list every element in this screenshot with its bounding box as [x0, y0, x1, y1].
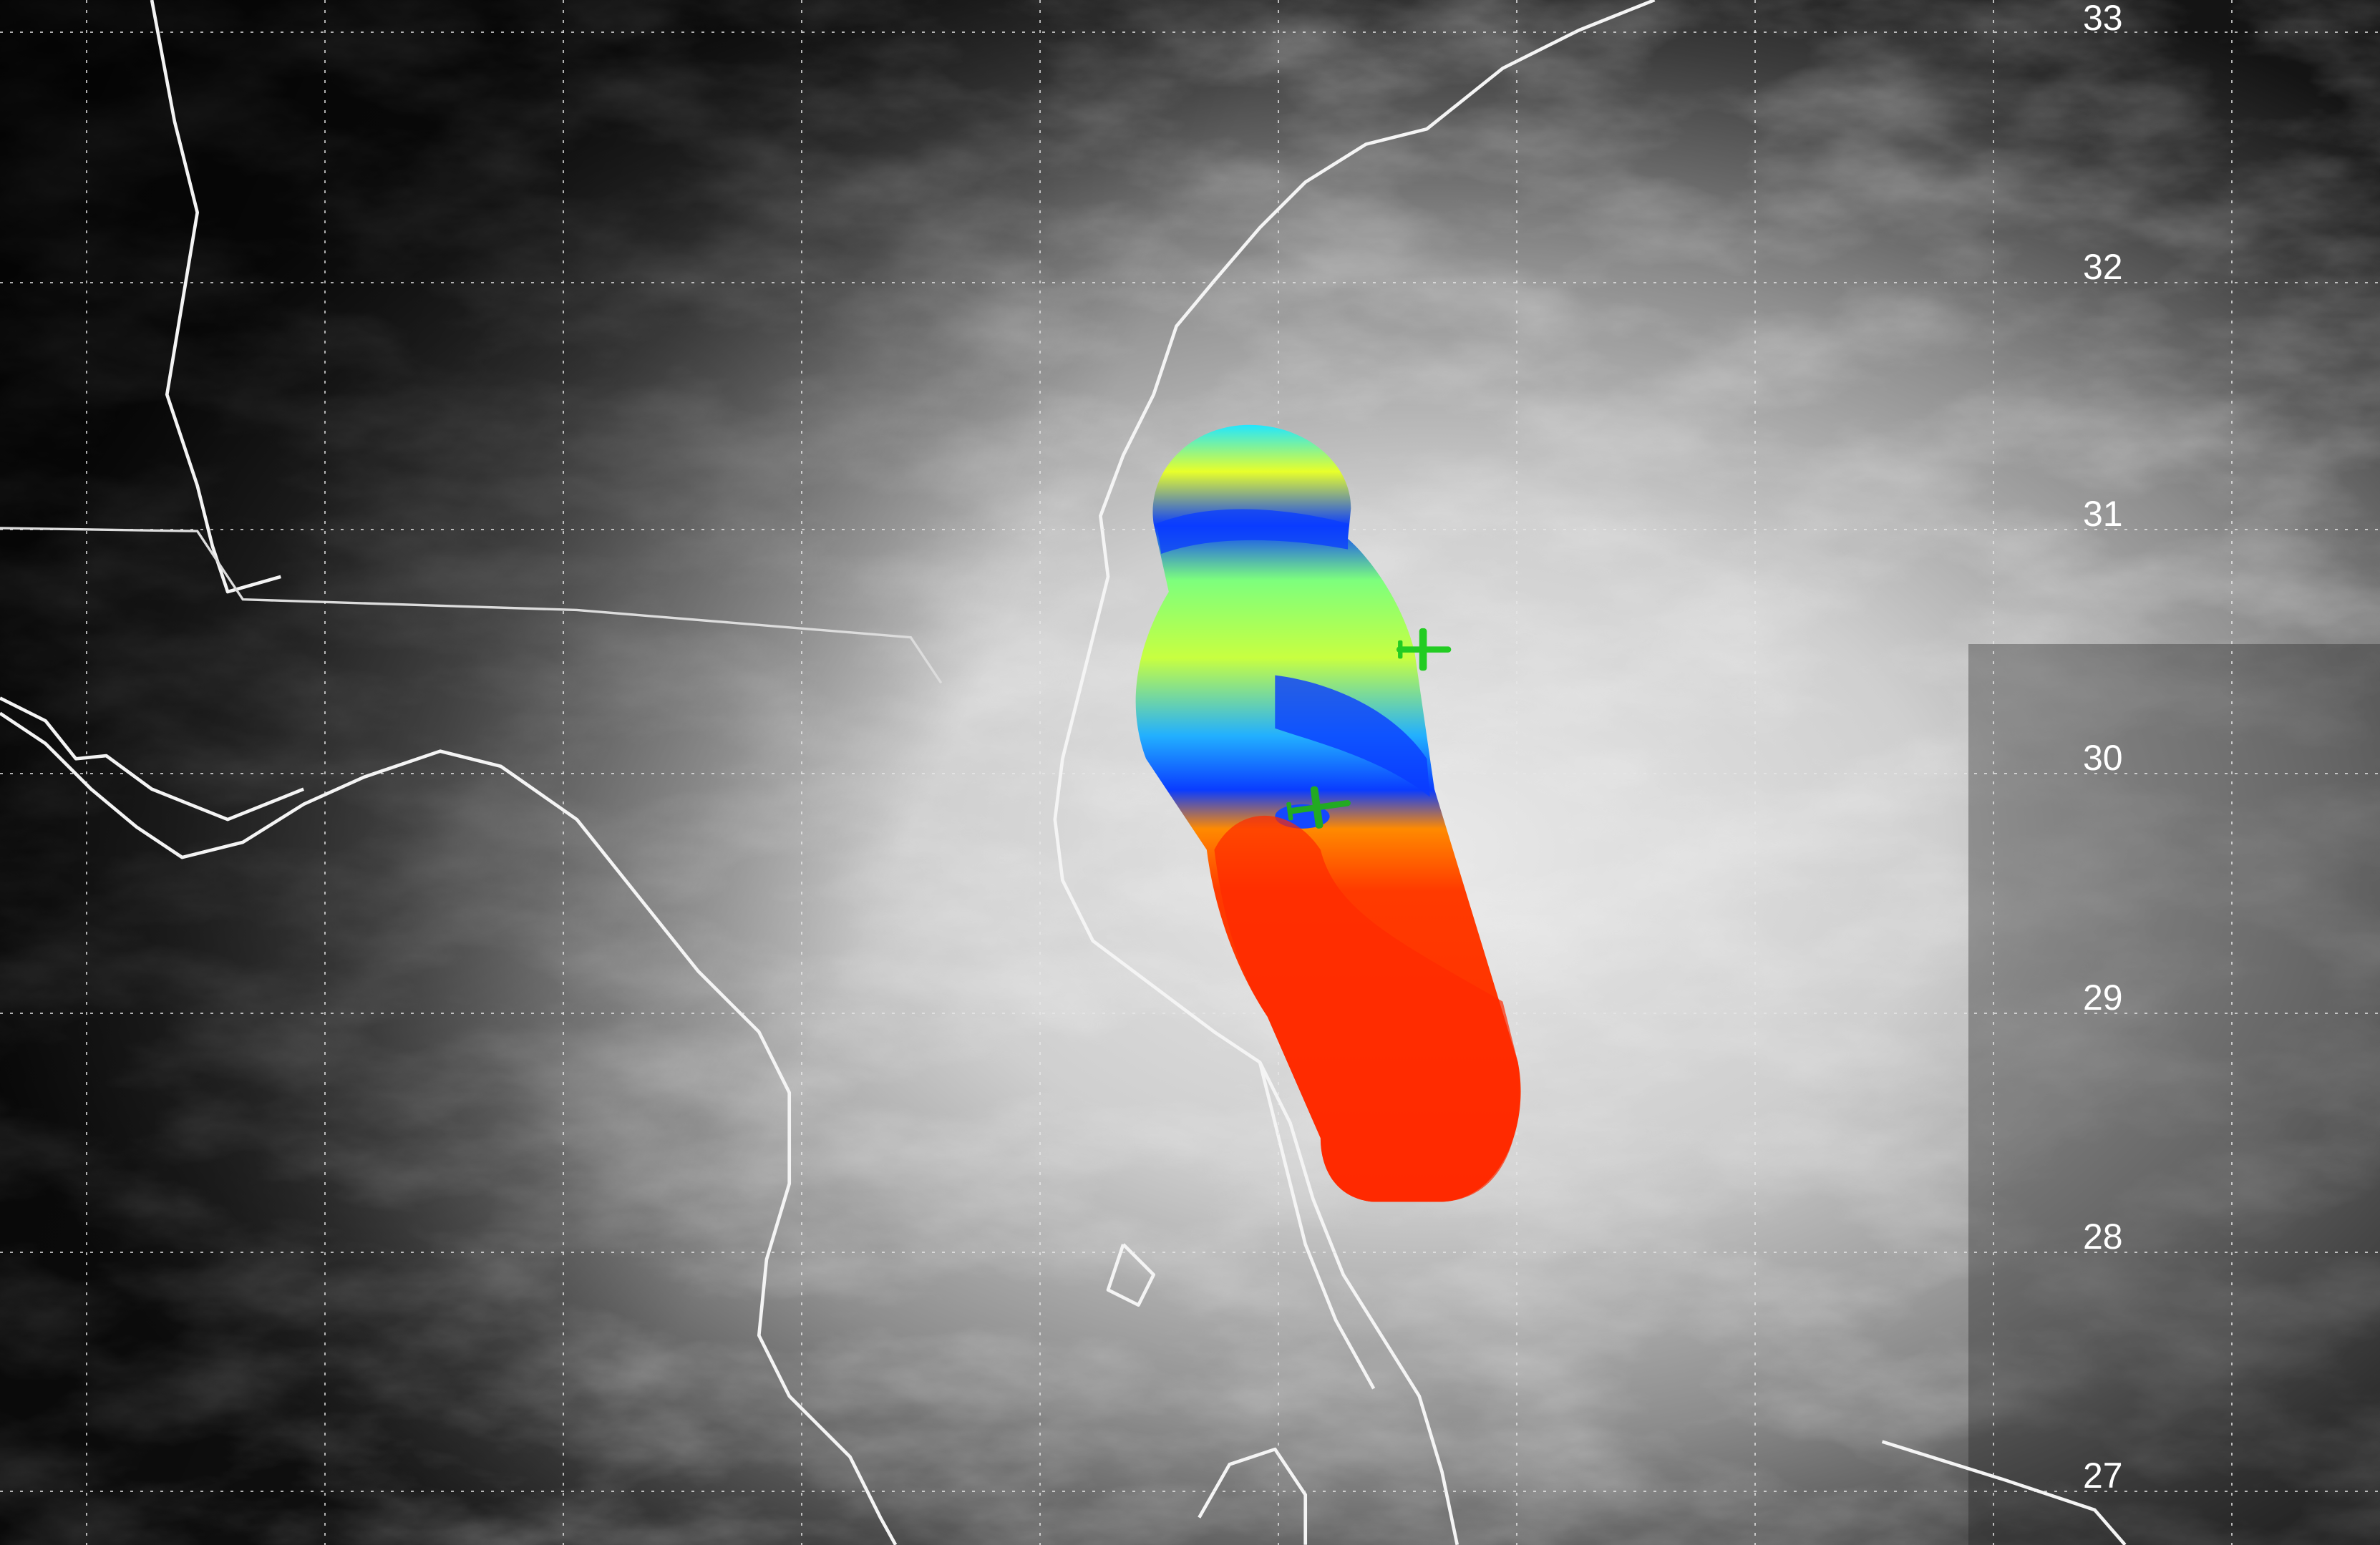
keys-coast [1881, 1440, 2127, 1545]
latitude-label: 33 [2083, 0, 2123, 38]
barrier-islands [1258, 1061, 1376, 1390]
latitude-labels: 33 32 31 30 29 28 27 [2083, 0, 2123, 1496]
aircraft-icon [1396, 628, 1452, 671]
eastern-dark-clouds [1968, 644, 2380, 1545]
radar-swath [1135, 424, 1521, 1202]
southern-peninsula [1198, 1447, 1308, 1545]
latitude-label: 27 [2083, 1456, 2123, 1496]
atlantic-coastline [1053, 0, 1656, 1545]
aircraft-icon [1286, 786, 1351, 829]
latitude-label: 32 [2083, 247, 2123, 287]
gulf-coastline [0, 711, 898, 1545]
state-border-ga-fl [0, 527, 943, 684]
latitude-label: 28 [2083, 1217, 2123, 1257]
swath-red-core [1214, 815, 1520, 1202]
coastlines [0, 0, 2127, 1545]
latitude-label: 31 [2083, 494, 2123, 534]
panhandle-bays [0, 696, 304, 822]
swath-eye-blue [1275, 675, 1430, 797]
swath-blue-band [1156, 509, 1349, 555]
lake-outlines [1106, 1243, 1155, 1307]
alabama-coast [150, 0, 281, 594]
latitude-label: 30 [2083, 738, 2123, 778]
latitude-label: 29 [2083, 978, 2123, 1018]
